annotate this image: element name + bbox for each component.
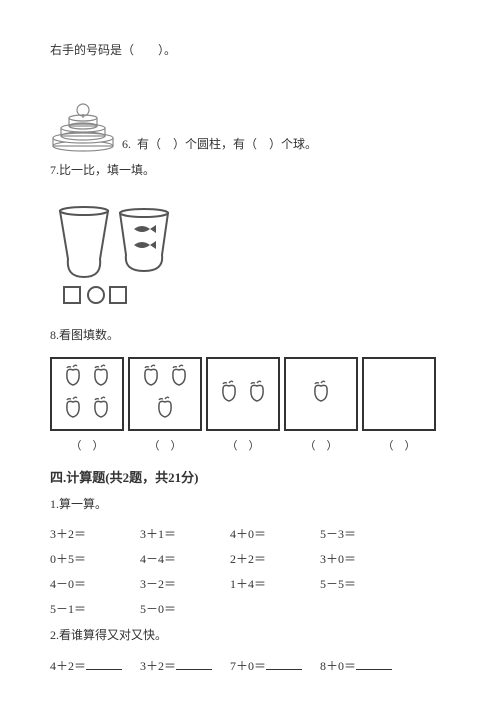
calc-cell: 5－5＝ [320,575,410,592]
section4-title: 四.计算题(共2题，共21分) [50,467,450,486]
calc-cell: 3－2＝ [140,575,230,592]
q7-text: 7.比一比，填一填。 [50,160,450,182]
box-label: （ ） [284,437,358,453]
apple-box [284,357,358,431]
calc-cell: 7＋0＝ [230,657,302,674]
calc-cell: 2＋2＝ [230,550,320,567]
box-label: （ ） [206,437,280,453]
answer-blank[interactable] [266,658,302,670]
q8-boxes [50,357,450,431]
apple-box [128,357,202,431]
apple-icon [308,379,334,409]
calc-cell [320,600,410,617]
vase-fish-icon [50,199,190,309]
calc-cell: 3＋1＝ [140,525,230,542]
apple-box [362,357,436,431]
q6-row: 6. 有（ ）个圆柱，有（ ）个球。 [50,100,450,152]
q6-text: 有（ ）个圆柱，有（ ）个球。 [137,135,317,152]
box-label: （ ） [128,437,202,453]
apple-box [206,357,280,431]
apple-icon [60,363,86,393]
apple-icon [152,395,178,425]
answer-blank[interactable] [356,658,392,670]
apple-icon [88,395,114,425]
apple-icon [138,363,164,393]
calc-cell: 1＋4＝ [230,575,320,592]
box-label: （ ） [362,437,436,453]
calc-cell: 5－1＝ [50,600,140,617]
apple-box [50,357,124,431]
calc-cell: 8＋0＝ [320,657,392,674]
apple-icon [60,395,86,425]
calc-cell [230,600,320,617]
answer-blank[interactable] [176,658,212,670]
calc-rows: 3＋2＝3＋1＝4＋0＝5－3＝ 0＋5＝4－4＝2＋2＝3＋0＝ 4－0＝3－2＝… [50,525,450,617]
apple-icon [244,379,270,409]
calc-cell: 4－0＝ [50,575,140,592]
calc-cell: 5－3＝ [320,525,410,542]
q8-title: 8.看图填数。 [50,325,450,347]
calc-row: 5－1＝5－0＝ [50,600,450,617]
calc-cell: 3＋2＝ [140,657,212,674]
calc-cell: 4＋2＝ [50,657,122,674]
box-label: （ ） [50,437,124,453]
calc-cell: 5－0＝ [140,600,230,617]
calc-row: 0＋5＝4－4＝2＋2＝3＋0＝ [50,550,450,567]
calc-cell: 0＋5＝ [50,550,140,567]
q-top-text: 右手的号码是（ ）。 [50,40,450,62]
q6-num: 6. [122,137,131,152]
calc-row: 4－0＝3－2＝1＋4＝5－5＝ [50,575,450,592]
apple-icon [216,379,242,409]
q8-labels: （ ）（ ）（ ）（ ）（ ） [50,437,450,453]
cake-icon [50,100,116,152]
calc-row-fast: 4＋2＝ 3＋2＝ 7＋0＝ 8＋0＝ [50,657,450,674]
sub1-title: 1.算一算。 [50,494,450,516]
calc-row: 3＋2＝3＋1＝4＋0＝5－3＝ [50,525,450,542]
apple-icon [88,363,114,393]
calc-cell: 4－4＝ [140,550,230,567]
calc-cell: 3＋0＝ [320,550,410,567]
apple-icon [166,363,192,393]
sub2-title: 2.看谁算得又对又快。 [50,625,450,647]
calc-cell: 4＋0＝ [230,525,320,542]
answer-blank[interactable] [86,658,122,670]
calc-cell: 3＋2＝ [50,525,140,542]
